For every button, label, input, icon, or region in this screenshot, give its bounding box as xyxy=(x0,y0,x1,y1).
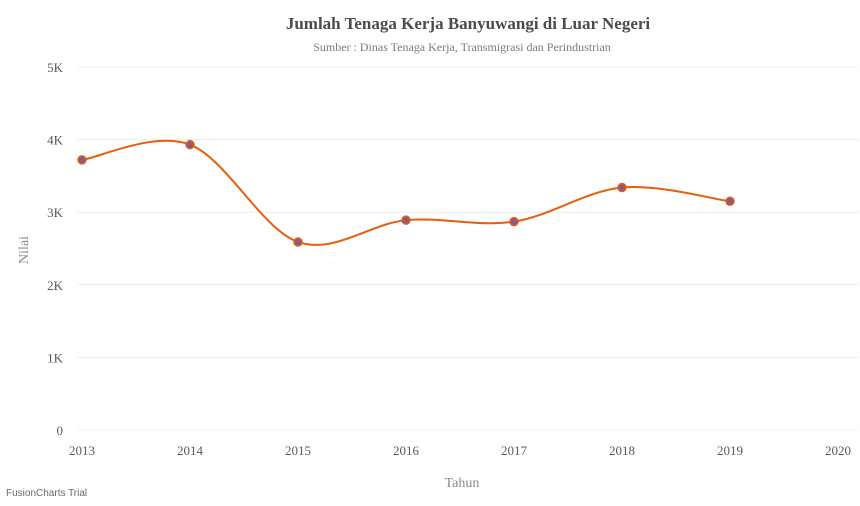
y-tick-label: 0 xyxy=(57,423,64,438)
grid-layer xyxy=(78,66,858,431)
fusioncharts-trial-watermark: FusionCharts Trial xyxy=(6,488,88,499)
data-point[interactable] xyxy=(185,139,195,150)
data-point[interactable] xyxy=(293,237,303,247)
x-tick-label: 2019 xyxy=(717,443,743,458)
chart-subtitle: Sumber : Dinas Tenaga Kerja, Transmigras… xyxy=(313,40,611,54)
data-point[interactable] xyxy=(509,216,519,227)
data-point[interactable] xyxy=(617,182,627,193)
y-tick-label: 4K xyxy=(47,133,64,148)
x-tick-label: 2016 xyxy=(393,443,420,458)
data-point[interactable] xyxy=(725,196,735,207)
y-tick-label: 1K xyxy=(47,350,64,365)
x-tick-label: 2014 xyxy=(177,443,204,458)
y-axis-ticks: 0 1K 2K 3K 4K 5K xyxy=(47,60,64,438)
x-tick-label: 2020 xyxy=(825,443,851,458)
y-tick-label: 2K xyxy=(47,278,64,293)
series-layer xyxy=(77,139,735,247)
x-tick-label: 2017 xyxy=(501,443,528,458)
chart-title: Jumlah Tenaga Kerja Banyuwangi di Luar N… xyxy=(286,14,651,33)
series-line xyxy=(81,139,731,246)
x-tick-label: 2013 xyxy=(69,443,95,458)
data-point[interactable] xyxy=(401,215,411,225)
x-tick-label: 2018 xyxy=(609,443,635,458)
y-tick-label: 5K xyxy=(47,60,64,75)
x-axis-title: Tahun xyxy=(445,476,480,491)
y-tick-label: 3K xyxy=(47,205,64,220)
y-axis-title: Nilai xyxy=(17,236,32,264)
data-point[interactable] xyxy=(77,155,87,165)
x-axis-ticks: 2013 2014 2015 2016 2017 2018 2019 2020 xyxy=(69,443,851,458)
x-tick-label: 2015 xyxy=(285,443,311,458)
